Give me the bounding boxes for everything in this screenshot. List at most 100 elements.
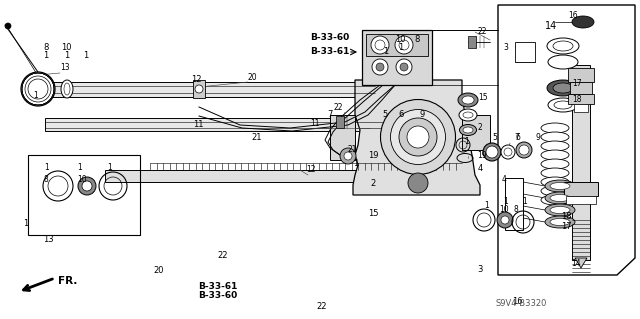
Circle shape xyxy=(5,23,11,29)
Ellipse shape xyxy=(501,145,515,159)
Ellipse shape xyxy=(550,206,570,213)
Text: 5: 5 xyxy=(492,133,497,143)
Text: FR.: FR. xyxy=(58,276,77,286)
Text: 9: 9 xyxy=(419,110,424,119)
Text: 8: 8 xyxy=(44,175,49,184)
Polygon shape xyxy=(575,258,587,268)
Ellipse shape xyxy=(78,177,96,195)
Ellipse shape xyxy=(541,168,569,178)
Polygon shape xyxy=(330,115,355,160)
Ellipse shape xyxy=(550,195,570,202)
Ellipse shape xyxy=(545,204,575,216)
Ellipse shape xyxy=(483,143,501,161)
Ellipse shape xyxy=(501,216,509,224)
Text: B-33-61: B-33-61 xyxy=(310,48,349,56)
Text: B-33-60: B-33-60 xyxy=(310,33,349,42)
Text: 3: 3 xyxy=(477,265,483,274)
Text: 11: 11 xyxy=(310,118,319,128)
Text: 1: 1 xyxy=(77,164,82,173)
Ellipse shape xyxy=(554,101,572,109)
Text: 10: 10 xyxy=(499,205,509,214)
Circle shape xyxy=(408,173,428,193)
Ellipse shape xyxy=(82,181,92,191)
Text: 1: 1 xyxy=(383,47,388,56)
Ellipse shape xyxy=(504,148,512,156)
Ellipse shape xyxy=(541,132,569,142)
Ellipse shape xyxy=(547,80,579,96)
Text: 21: 21 xyxy=(252,133,262,142)
Text: 18: 18 xyxy=(561,212,572,221)
Text: 1: 1 xyxy=(44,164,49,173)
Ellipse shape xyxy=(463,127,473,133)
Text: 1: 1 xyxy=(83,51,88,60)
Text: 10: 10 xyxy=(77,175,86,184)
Circle shape xyxy=(344,152,352,160)
Text: 16: 16 xyxy=(512,297,523,306)
Text: 19: 19 xyxy=(368,151,378,160)
Ellipse shape xyxy=(516,142,532,158)
Text: 18: 18 xyxy=(572,95,582,105)
Circle shape xyxy=(195,85,203,93)
Ellipse shape xyxy=(460,124,477,136)
Ellipse shape xyxy=(550,219,570,226)
Ellipse shape xyxy=(497,212,513,228)
Circle shape xyxy=(371,36,389,54)
Bar xyxy=(105,170,473,182)
Ellipse shape xyxy=(550,182,570,189)
Circle shape xyxy=(396,59,412,75)
Bar xyxy=(366,34,428,56)
Bar xyxy=(568,68,594,82)
Bar xyxy=(336,116,344,128)
Text: 13: 13 xyxy=(44,235,54,244)
Text: 8: 8 xyxy=(513,205,518,214)
Text: 5: 5 xyxy=(383,110,388,119)
Text: 2: 2 xyxy=(478,122,483,131)
Text: B-33-60: B-33-60 xyxy=(198,291,237,300)
Circle shape xyxy=(340,148,356,164)
Text: 1: 1 xyxy=(33,91,38,100)
Text: 17: 17 xyxy=(572,78,582,87)
Text: 15: 15 xyxy=(478,93,488,101)
Bar xyxy=(515,42,535,62)
Bar xyxy=(574,104,588,112)
Text: 7: 7 xyxy=(328,110,333,119)
Ellipse shape xyxy=(547,38,579,54)
Text: 1: 1 xyxy=(484,201,489,210)
Polygon shape xyxy=(353,80,480,195)
Bar xyxy=(566,196,596,204)
Ellipse shape xyxy=(390,109,445,165)
Text: 20: 20 xyxy=(154,266,164,275)
Text: 17: 17 xyxy=(561,222,572,231)
Ellipse shape xyxy=(545,180,575,192)
Ellipse shape xyxy=(545,192,575,204)
Ellipse shape xyxy=(21,72,55,106)
Ellipse shape xyxy=(519,145,529,155)
Text: 22: 22 xyxy=(316,302,326,311)
Text: 11: 11 xyxy=(193,120,204,129)
Ellipse shape xyxy=(541,195,569,205)
Ellipse shape xyxy=(64,83,70,95)
Text: 1: 1 xyxy=(503,197,508,206)
Text: 2: 2 xyxy=(370,179,375,188)
Ellipse shape xyxy=(407,126,429,148)
Text: 8: 8 xyxy=(44,43,49,52)
Text: 15: 15 xyxy=(368,209,378,218)
Text: 4: 4 xyxy=(502,175,507,184)
Ellipse shape xyxy=(548,98,578,112)
Bar xyxy=(362,30,432,85)
Text: 12: 12 xyxy=(306,166,316,174)
Text: 6: 6 xyxy=(398,110,403,119)
Text: 1: 1 xyxy=(353,159,358,168)
Ellipse shape xyxy=(462,96,474,104)
Text: 8: 8 xyxy=(415,35,420,44)
Text: 10: 10 xyxy=(396,35,406,44)
Text: 22: 22 xyxy=(334,103,344,113)
Ellipse shape xyxy=(541,159,569,169)
Ellipse shape xyxy=(553,83,573,93)
Polygon shape xyxy=(462,115,490,150)
Ellipse shape xyxy=(548,55,578,69)
Circle shape xyxy=(399,40,409,50)
Ellipse shape xyxy=(381,100,456,174)
Text: 1: 1 xyxy=(44,51,49,60)
Text: 1: 1 xyxy=(64,51,69,60)
